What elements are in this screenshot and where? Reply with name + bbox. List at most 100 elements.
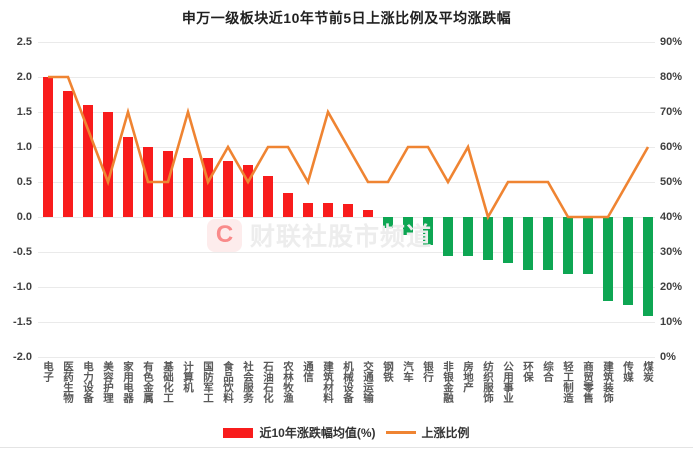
legend-item-line: 上涨比例 — [385, 424, 470, 441]
left-axis-tick: -1.5 — [13, 316, 32, 328]
x-axis-category-label: 煤炭 — [642, 361, 654, 382]
gridline — [38, 182, 655, 183]
chart-title: 申万一级板块近10年节前5日上涨比例及平均涨跌幅 — [181, 10, 512, 26]
negative-bar-22 — [463, 217, 473, 256]
positive-bar-5 — [123, 136, 133, 217]
x-axis-category-label: 食品饮料 — [222, 361, 234, 403]
x-axis-category-label: 国防军工 — [202, 361, 214, 403]
x-axis-category-label: 计算机 — [182, 361, 194, 393]
right-axis-tick: 0% — [660, 351, 676, 363]
bottom-divider — [0, 447, 693, 448]
x-axis-category-label: 电力设备 — [82, 361, 94, 403]
negative-bar-27 — [563, 217, 573, 275]
gridline — [38, 322, 655, 323]
negative-bar-19 — [403, 217, 413, 235]
x-axis-category-label: 社会服务 — [242, 361, 254, 403]
negative-bar-20 — [423, 217, 433, 245]
x-axis-category-label: 房地产 — [462, 361, 474, 393]
x-axis-category-label: 家用电器 — [122, 361, 134, 403]
x-axis-category-label: 轻工制造 — [562, 361, 574, 403]
x-axis-category-label: 汽车 — [402, 361, 414, 382]
x-axis-category-label: 石油石化 — [262, 361, 274, 403]
legend-bar-swatch-icon — [223, 427, 254, 438]
right-axis-tick: 40% — [660, 211, 683, 223]
positive-bar-10 — [223, 161, 233, 217]
positive-bar-17 — [363, 210, 373, 217]
right-axis-tick: 60% — [660, 141, 683, 153]
positive-bar-16 — [343, 204, 353, 217]
trend-line — [48, 75, 650, 221]
legend-line-label: 上涨比例 — [421, 426, 470, 440]
positive-bar-9 — [203, 157, 213, 217]
gridline — [38, 252, 655, 253]
negative-bar-31 — [643, 217, 653, 317]
positive-bar-3 — [83, 105, 93, 217]
gridline — [38, 357, 655, 358]
positive-bar-8 — [183, 157, 193, 217]
right-axis-tick: 10% — [660, 316, 683, 328]
gridline — [38, 147, 655, 148]
x-axis-category-label: 建筑材料 — [322, 361, 334, 403]
left-axis-tick: -2.0 — [13, 351, 32, 363]
negative-bar-26 — [543, 217, 553, 270]
left-axis-tick: 1.0 — [16, 141, 32, 153]
x-axis-category-label: 传媒 — [622, 361, 634, 382]
x-axis-category-label: 医药生物 — [62, 361, 74, 403]
legend: 近10年涨跌幅均值(%) 上涨比例 — [0, 424, 693, 441]
legend-item-bar: 近10年涨跌幅均值(%) — [223, 424, 376, 441]
x-axis-category-label: 建筑装饰 — [602, 361, 614, 403]
negative-bar-25 — [523, 217, 533, 270]
positive-bar-14 — [303, 203, 313, 217]
right-axis-tick: 20% — [660, 281, 683, 293]
gridline — [38, 287, 655, 288]
x-axis-category-label: 农林牧渔 — [282, 361, 294, 403]
positive-bar-11 — [243, 164, 253, 217]
legend-line-swatch-icon — [385, 431, 416, 434]
right-axis-tick: 90% — [660, 36, 683, 48]
gridline — [38, 42, 655, 43]
x-axis-category-label: 环保 — [522, 361, 534, 382]
x-axis-category-label: 基础化工 — [162, 361, 174, 403]
x-axis-category-label: 交通运输 — [362, 361, 374, 403]
left-axis-tick: 2.5 — [16, 36, 32, 48]
negative-bar-18 — [383, 217, 393, 228]
right-axis-tick: 30% — [660, 246, 683, 258]
x-axis-category-label: 有色金属 — [142, 361, 154, 403]
right-axis-tick: 70% — [660, 106, 683, 118]
x-axis-category-label: 纺织服饰 — [482, 361, 494, 403]
left-axis-tick: 0.0 — [16, 211, 32, 223]
x-axis-category-label: 美容护理 — [102, 361, 114, 403]
positive-bar-1 — [43, 77, 53, 217]
left-axis-tick: -1.0 — [13, 281, 32, 293]
plot-area — [38, 42, 655, 358]
x-axis-category-label: 银行 — [422, 361, 434, 382]
x-axis-category-label: 公用事业 — [502, 361, 514, 403]
positive-bar-7 — [163, 150, 173, 217]
left-axis-tick: 1.5 — [16, 106, 32, 118]
positive-bar-4 — [103, 112, 113, 217]
x-axis-category-label: 商贸零售 — [582, 361, 594, 403]
positive-bar-2 — [63, 91, 73, 217]
x-axis-category-label: 电子 — [42, 361, 54, 382]
positive-bar-13 — [283, 192, 293, 217]
negative-bar-29 — [603, 217, 613, 301]
gridline — [38, 217, 655, 218]
gridline — [38, 77, 655, 78]
x-axis-category-label: 机械设备 — [342, 361, 354, 403]
left-axis-tick: -0.5 — [13, 246, 32, 258]
left-axis-tick: 2.0 — [16, 71, 32, 83]
x-axis-category-label: 通信 — [302, 361, 314, 382]
right-axis-tick: 50% — [660, 176, 683, 188]
left-axis-tick: 0.5 — [16, 176, 32, 188]
negative-bar-23 — [483, 217, 493, 261]
negative-bar-30 — [623, 217, 633, 305]
gridline — [38, 112, 655, 113]
positive-bar-12 — [263, 176, 273, 217]
negative-bar-28 — [583, 217, 593, 275]
positive-bar-15 — [323, 203, 333, 217]
x-axis-category-label: 钢铁 — [382, 361, 394, 382]
x-axis-category-label: 综合 — [542, 361, 554, 382]
negative-bar-21 — [443, 217, 453, 256]
negative-bar-24 — [503, 217, 513, 264]
